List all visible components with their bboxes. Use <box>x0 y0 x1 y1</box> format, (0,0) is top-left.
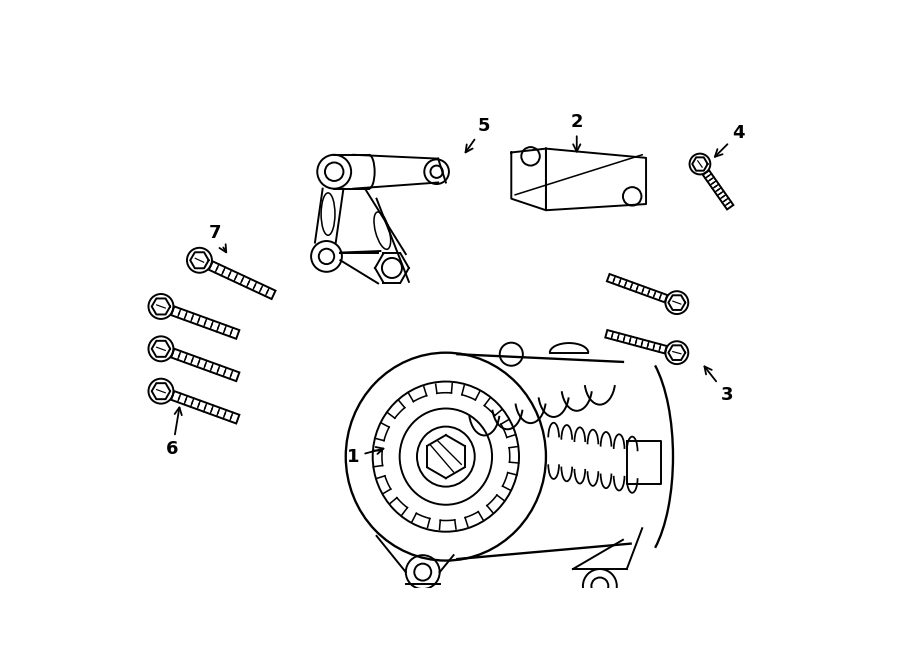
Text: 7: 7 <box>209 224 226 253</box>
Text: 2: 2 <box>571 112 583 151</box>
Text: 6: 6 <box>166 407 182 458</box>
Text: 3: 3 <box>705 366 734 404</box>
Text: 4: 4 <box>715 124 744 157</box>
Text: 1: 1 <box>347 447 383 465</box>
Text: 5: 5 <box>465 116 491 153</box>
